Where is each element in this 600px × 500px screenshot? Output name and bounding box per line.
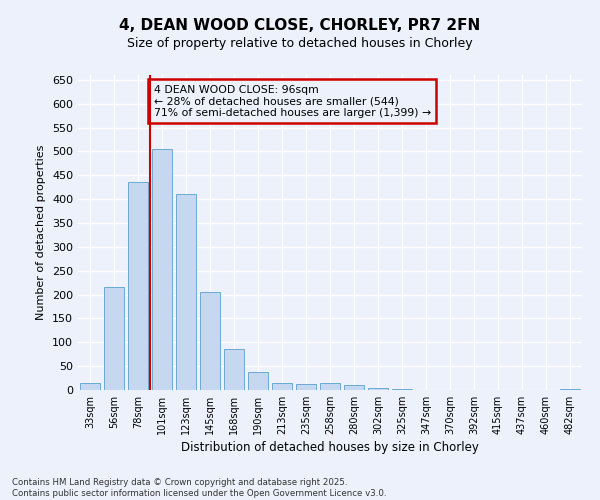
Text: Size of property relative to detached houses in Chorley: Size of property relative to detached ho… <box>127 38 473 51</box>
Bar <box>128 182 148 390</box>
Text: Contains HM Land Registry data © Crown copyright and database right 2025.
Contai: Contains HM Land Registry data © Crown c… <box>12 478 386 498</box>
Bar <box>152 149 172 390</box>
Bar <box>272 384 292 390</box>
Bar <box>248 372 268 390</box>
Bar <box>104 288 124 390</box>
Bar <box>224 350 244 390</box>
Bar <box>80 384 100 390</box>
Bar <box>392 389 412 390</box>
Bar <box>368 388 388 390</box>
Text: 4, DEAN WOOD CLOSE, CHORLEY, PR7 2FN: 4, DEAN WOOD CLOSE, CHORLEY, PR7 2FN <box>119 18 481 32</box>
Y-axis label: Number of detached properties: Number of detached properties <box>37 145 46 320</box>
Bar <box>176 194 196 390</box>
Bar <box>296 384 316 390</box>
Bar <box>200 292 220 390</box>
Bar <box>344 385 364 390</box>
Text: 4 DEAN WOOD CLOSE: 96sqm
← 28% of detached houses are smaller (544)
71% of semi-: 4 DEAN WOOD CLOSE: 96sqm ← 28% of detach… <box>154 84 431 117</box>
Bar <box>320 384 340 390</box>
X-axis label: Distribution of detached houses by size in Chorley: Distribution of detached houses by size … <box>181 441 479 454</box>
Bar <box>560 388 580 390</box>
